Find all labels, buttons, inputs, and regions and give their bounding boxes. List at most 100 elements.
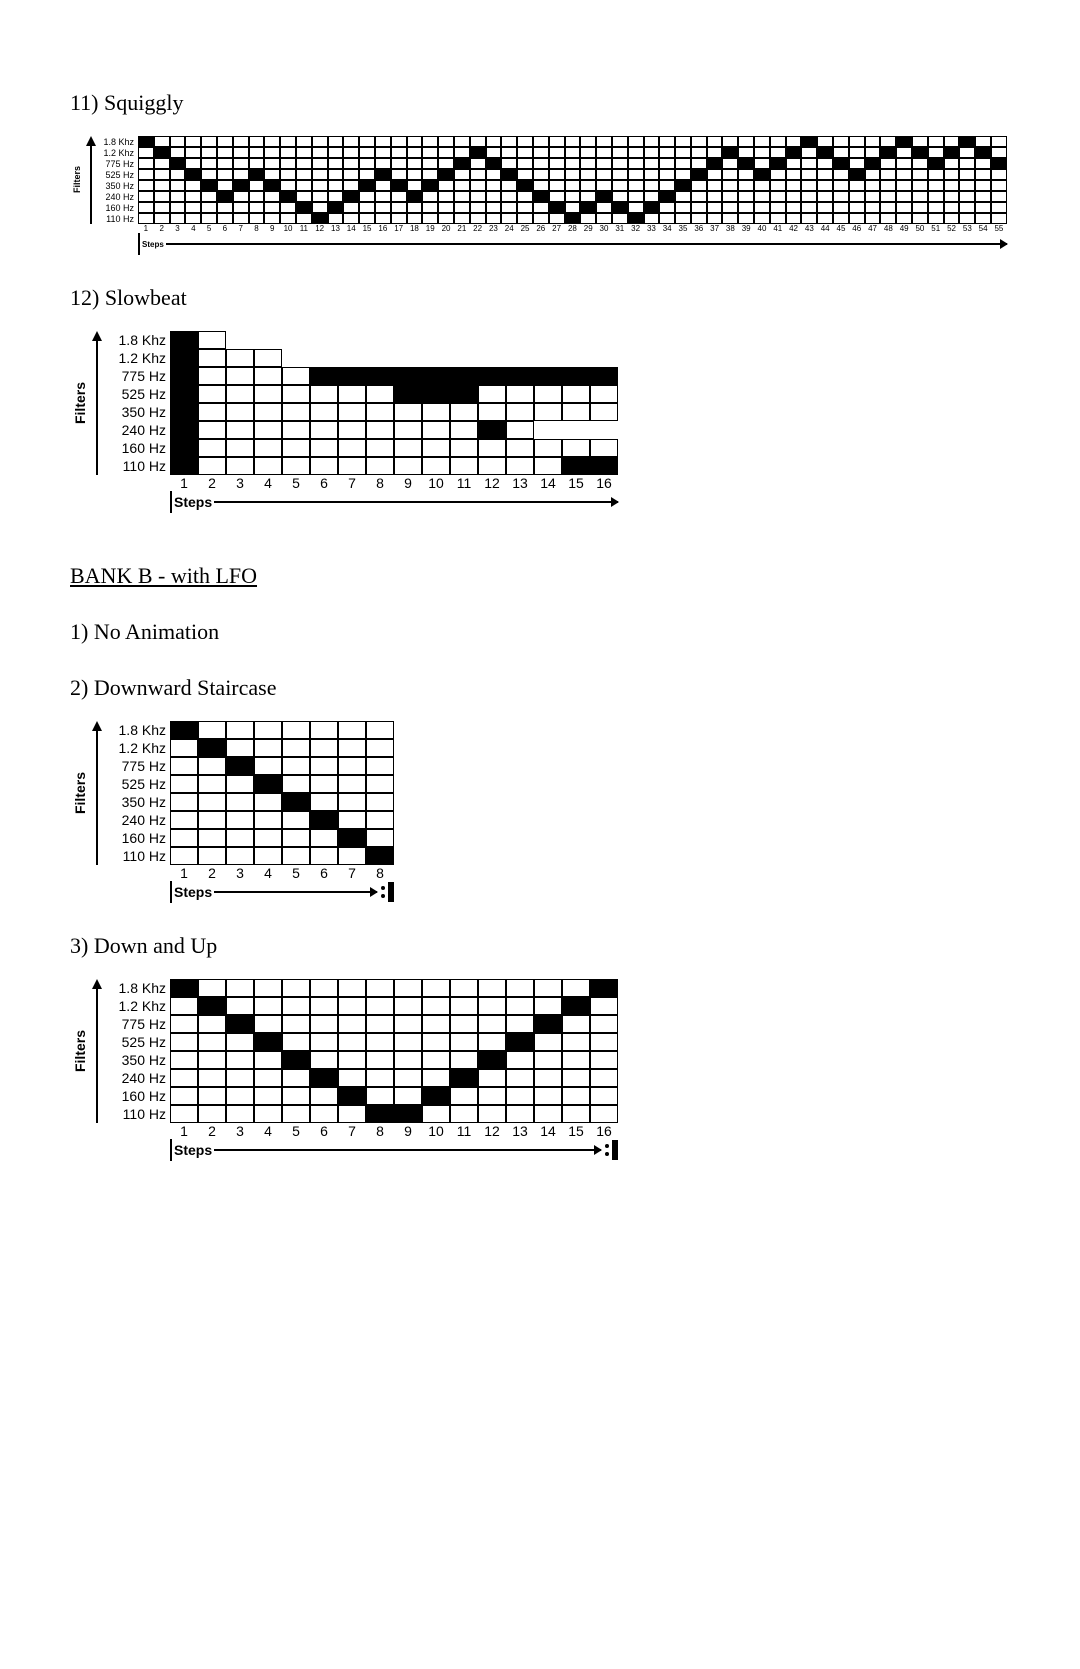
grid-cell (912, 191, 928, 202)
step-label: 29 (580, 224, 596, 233)
grid-cell (198, 1015, 226, 1033)
grid-cell (391, 169, 407, 180)
grid-cell (338, 811, 366, 829)
grid-cell (478, 1087, 506, 1105)
grid-cell (359, 191, 375, 202)
grid-cell (506, 1087, 534, 1105)
grid-cell (738, 213, 754, 224)
grid-cell (394, 367, 422, 385)
step-label: 16 (590, 1123, 618, 1139)
grid-cell (338, 997, 366, 1015)
grid-cell (912, 202, 928, 213)
grid-cell (282, 1105, 310, 1123)
grid-cell (501, 180, 517, 191)
grid-cell (865, 191, 881, 202)
grid-cell (944, 202, 960, 213)
grid-cell (366, 721, 394, 739)
grid-cell (722, 136, 738, 147)
grid-cell (944, 213, 960, 224)
grid-cell (226, 1051, 254, 1069)
grid-cell (944, 191, 960, 202)
step-label: 2 (198, 1123, 226, 1139)
grid-cell (338, 757, 366, 775)
grid-cell (338, 721, 366, 739)
grid-cell (470, 202, 486, 213)
grid-cell (580, 191, 596, 202)
bank-heading: BANK B - with LFO (70, 563, 1010, 589)
grid-cell (394, 403, 422, 421)
grid-cell (506, 367, 534, 385)
grid-cell (310, 1105, 338, 1123)
grid-cell (170, 1015, 198, 1033)
grid-cell (470, 158, 486, 169)
grid-cell (422, 191, 438, 202)
grid-cell (422, 979, 450, 997)
grid-cell (198, 829, 226, 847)
grid-cell (450, 403, 478, 421)
grid-cell (517, 158, 533, 169)
grid-cell (565, 169, 581, 180)
grid-cell (310, 367, 338, 385)
step-label: 6 (310, 475, 338, 491)
grid-cell (833, 147, 849, 158)
grid-cell (659, 136, 675, 147)
grid-cell (549, 213, 565, 224)
grid-cell (366, 1069, 394, 1087)
grid-cell (343, 202, 359, 213)
grid-cell (801, 158, 817, 169)
grid-cell (422, 1105, 450, 1123)
grid-cell (249, 147, 265, 158)
step-label: 9 (394, 1123, 422, 1139)
grid-cell (849, 191, 865, 202)
grid-cell (450, 385, 478, 403)
grid-cell (154, 180, 170, 191)
grid-cell (254, 367, 282, 385)
grid-cell (612, 169, 628, 180)
grid-cell (533, 180, 549, 191)
step-label: 6 (310, 1123, 338, 1139)
grid-cell (738, 147, 754, 158)
grid-cell (722, 213, 738, 224)
grid-cell (422, 457, 450, 475)
step-label: 12 (312, 224, 328, 233)
grid-cell (450, 439, 478, 457)
grid-cell (533, 191, 549, 202)
step-label: 4 (254, 1123, 282, 1139)
grid-cell (296, 202, 312, 213)
grid-cell (478, 1069, 506, 1087)
grid-cell (170, 1051, 198, 1069)
grid-cell (565, 191, 581, 202)
row-label: 525 Hz (106, 385, 170, 403)
grid-cell (226, 1105, 254, 1123)
grid-cell (928, 147, 944, 158)
grid-cell (534, 1069, 562, 1087)
grid-cell (198, 847, 226, 865)
grid-cell (280, 202, 296, 213)
grid-cell (707, 169, 723, 180)
grid-cell (562, 1033, 590, 1051)
grid-cell (366, 793, 394, 811)
grid-cell (675, 213, 691, 224)
step-label: 16 (590, 475, 618, 491)
grid-cell (233, 191, 249, 202)
grid-cell (534, 979, 562, 997)
grid-cell (770, 147, 786, 158)
grid-cell (722, 158, 738, 169)
row-label: 110 Hz (106, 457, 170, 475)
grid-cell (928, 191, 944, 202)
grid-cell (338, 403, 366, 421)
grid-cell (254, 403, 282, 421)
grid-cell (170, 1105, 198, 1123)
step-label: 53 (959, 224, 975, 233)
row-label: 160 Hz (100, 202, 138, 213)
grid-cell (407, 136, 423, 147)
step-label: 42 (786, 224, 802, 233)
grid-cell (912, 147, 928, 158)
grid-cell (254, 979, 282, 997)
grid-cell (310, 829, 338, 847)
grid-cell (226, 1087, 254, 1105)
step-label: 9 (394, 475, 422, 491)
grid-cell (478, 421, 506, 439)
grid-cell (198, 757, 226, 775)
grid-cell (534, 1015, 562, 1033)
